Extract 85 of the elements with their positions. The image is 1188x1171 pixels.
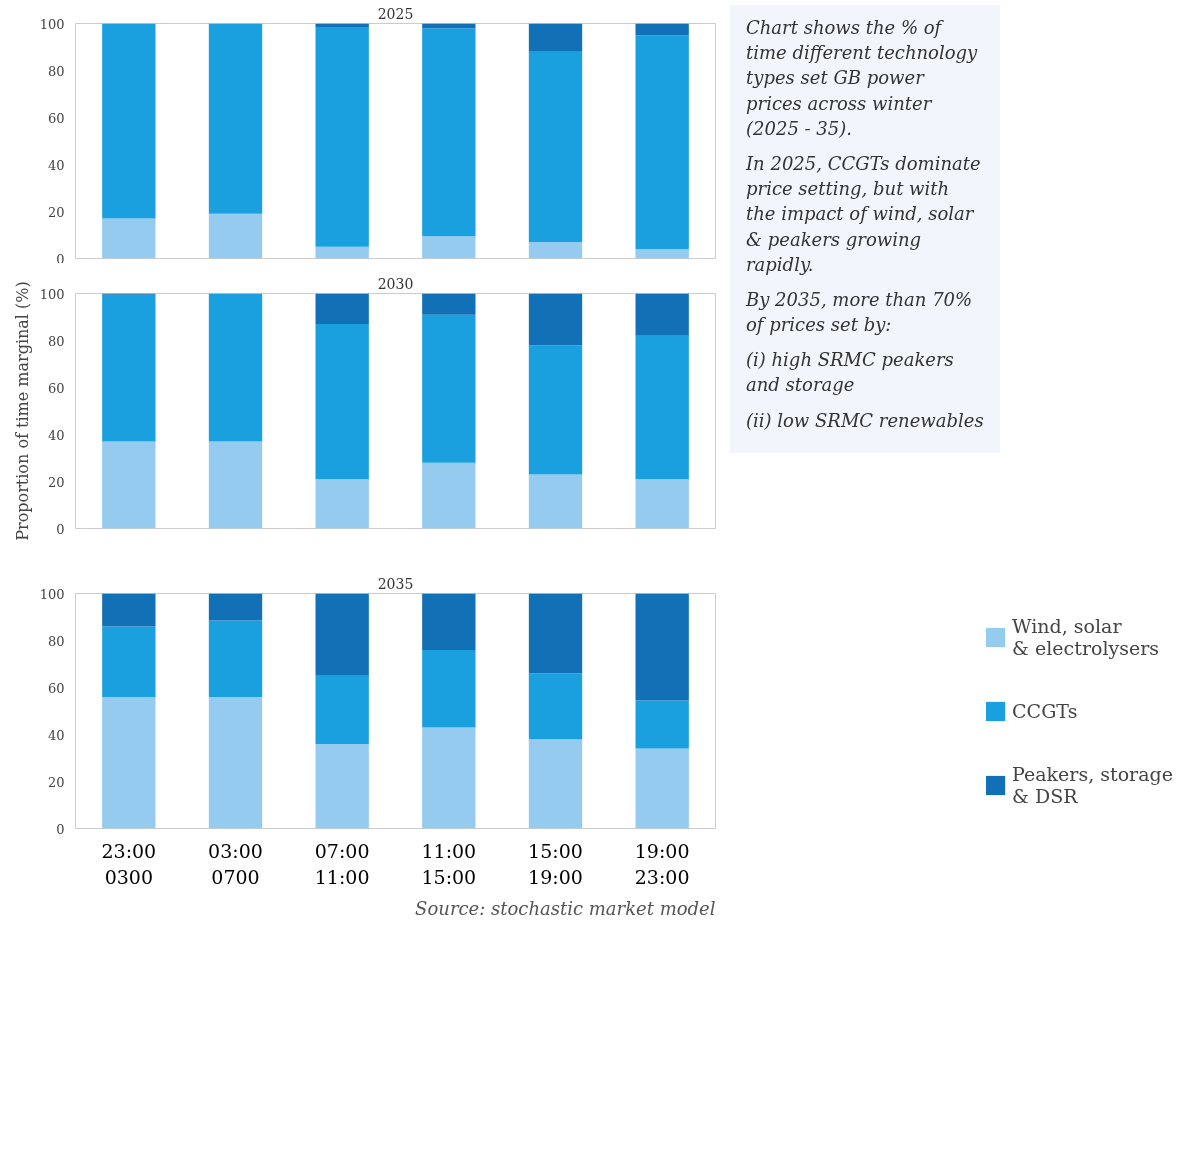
y-axis-title: Proportion of time marginal (%) bbox=[12, 281, 32, 541]
y-tick-label: 20 bbox=[47, 774, 65, 790]
bar bbox=[528, 345, 583, 475]
bar bbox=[315, 27, 369, 247]
y-tick-label: 60 bbox=[47, 110, 65, 126]
bar bbox=[528, 293, 583, 346]
bar bbox=[635, 479, 689, 529]
y-tick-label: 40 bbox=[47, 727, 65, 743]
y-tick-label: 0 bbox=[56, 521, 65, 537]
y-tick-label: 80 bbox=[47, 333, 65, 349]
bar bbox=[102, 696, 156, 829]
y-tick-label: 40 bbox=[47, 157, 65, 173]
bar bbox=[528, 593, 583, 674]
bar bbox=[208, 441, 263, 529]
y-tick-label: 40 bbox=[47, 427, 65, 443]
legend-label: Peakers, storage & DSR bbox=[1012, 762, 1173, 807]
text: (i) high SRMC peakers and storage bbox=[746, 348, 955, 398]
text: In 2025, CCGTs dominate price setting, but with the impact of wind, solar & peakers growing rapidly. bbox=[746, 151, 982, 277]
bar bbox=[315, 479, 369, 529]
bar bbox=[102, 626, 156, 697]
bar bbox=[635, 23, 689, 36]
y-tick-label: 0 bbox=[56, 251, 65, 267]
x-tick-label: 19:00 23:00 bbox=[634, 839, 690, 888]
bar bbox=[528, 23, 583, 52]
x-tick-label: 23:00 0300 bbox=[101, 839, 157, 888]
bar bbox=[635, 293, 689, 336]
y-tick-label: 80 bbox=[47, 633, 65, 649]
bar bbox=[422, 293, 476, 315]
x-tick-label: 11:00 15:00 bbox=[421, 839, 477, 888]
bar bbox=[528, 242, 583, 259]
legend-label: CCGTs bbox=[1012, 699, 1078, 722]
bar bbox=[635, 593, 689, 701]
bar bbox=[422, 649, 476, 728]
text: Chart shows the % of time different technology types set GB power prices across winter (2025 - 35). bbox=[746, 16, 979, 141]
source-note: Source: stochastic market model bbox=[415, 897, 716, 919]
bar bbox=[208, 213, 263, 259]
y-tick-label: 60 bbox=[47, 380, 65, 396]
chart-title: 2025 bbox=[377, 5, 414, 22]
bar bbox=[102, 593, 156, 627]
y-tick-label: 0 bbox=[56, 821, 65, 837]
bar bbox=[315, 675, 369, 744]
y-tick-label: 20 bbox=[47, 474, 65, 490]
bar bbox=[315, 743, 369, 829]
y-tick-label: 100 bbox=[39, 286, 65, 302]
y-tick-label: 20 bbox=[47, 204, 65, 220]
bar bbox=[528, 51, 583, 243]
bar bbox=[422, 462, 476, 529]
bar bbox=[635, 35, 689, 250]
bar bbox=[208, 293, 263, 442]
bar bbox=[528, 673, 583, 740]
chart-title: 2035 bbox=[377, 575, 414, 592]
bar bbox=[635, 700, 689, 749]
bar bbox=[635, 748, 689, 829]
bar bbox=[635, 249, 689, 259]
bar bbox=[208, 696, 263, 829]
chart-title: 2030 bbox=[377, 275, 414, 292]
bar bbox=[315, 293, 369, 325]
bar bbox=[422, 314, 476, 463]
bar bbox=[315, 246, 369, 259]
x-tick-label: 15:00 19:00 bbox=[528, 839, 583, 888]
text: (ii) low SRMC renewables bbox=[746, 408, 984, 433]
bar bbox=[102, 294, 156, 442]
bar bbox=[635, 335, 689, 480]
bar bbox=[528, 739, 583, 829]
text: By 2035, more than 70% of prices set by: bbox=[746, 287, 974, 338]
bar bbox=[528, 474, 583, 529]
y-tick-label: 100 bbox=[39, 586, 65, 602]
bar bbox=[102, 218, 156, 259]
y-tick-label: 100 bbox=[39, 16, 65, 32]
legend-label: Wind, solar & electrolysers bbox=[1012, 614, 1160, 659]
bar bbox=[102, 23, 156, 219]
y-tick-label: 80 bbox=[47, 63, 65, 79]
bar bbox=[422, 727, 476, 829]
x-tick-label: 07:00 11:00 bbox=[314, 839, 370, 888]
bar bbox=[102, 441, 156, 529]
bar bbox=[208, 23, 263, 214]
bar bbox=[208, 620, 263, 697]
bar bbox=[422, 28, 476, 237]
bar bbox=[315, 593, 369, 676]
bar bbox=[315, 324, 369, 480]
bar bbox=[208, 593, 263, 621]
bar bbox=[422, 236, 476, 259]
bar bbox=[422, 593, 476, 650]
x-tick-label: 03:00 0700 bbox=[208, 839, 263, 888]
y-tick-label: 60 bbox=[47, 680, 65, 696]
